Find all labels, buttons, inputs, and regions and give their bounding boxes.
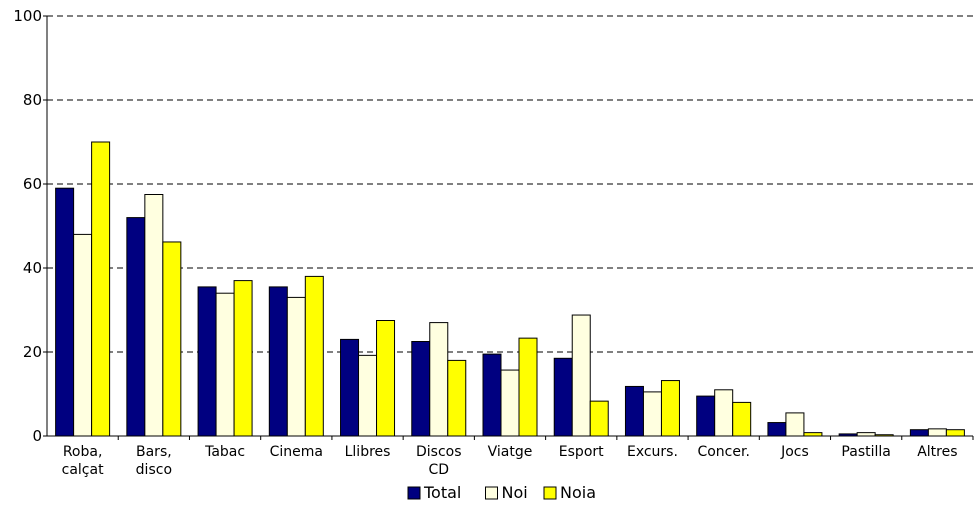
bar-noia xyxy=(589,400,609,437)
bar-noi xyxy=(429,322,449,437)
legend-label-noia: Noia xyxy=(560,483,596,502)
x-tick-label: calçat xyxy=(62,462,104,478)
x-tick-label: Altres xyxy=(917,444,957,460)
bar-noia xyxy=(162,241,182,437)
y-tick-label: 0 xyxy=(32,427,42,445)
bar-total xyxy=(411,341,431,437)
bar-noi xyxy=(144,194,164,437)
bar-noia xyxy=(945,429,965,437)
x-tick-label: Discos xyxy=(416,444,462,460)
bar-total xyxy=(553,357,573,437)
bar-noi xyxy=(571,314,591,437)
bar-noi xyxy=(642,391,662,437)
y-tick-label: 100 xyxy=(13,7,42,25)
y-tick-label: 40 xyxy=(23,259,42,277)
x-tick-label: Concer. xyxy=(697,444,749,460)
x-tick-label: Viatge xyxy=(488,444,533,460)
legend-label-total: Total xyxy=(423,483,461,502)
legend-label-noi: Noi xyxy=(502,483,528,502)
bar-noi xyxy=(286,296,306,437)
x-axis-labels: Roba, calçat Bars, disco Tabac Cinema Llibres D… xyxy=(62,444,958,478)
bar-total xyxy=(838,433,858,437)
bar-noia xyxy=(304,275,324,437)
bar-total xyxy=(197,286,217,437)
x-tick-label: Pastilla xyxy=(841,444,890,460)
y-tick-label: 60 xyxy=(23,175,42,193)
legend-swatch-noi xyxy=(485,486,498,500)
x-tick-label: CD xyxy=(428,462,449,478)
bar-noia xyxy=(803,432,823,437)
bar-total xyxy=(909,429,929,437)
bar-noia xyxy=(874,434,894,437)
bar-total xyxy=(340,338,360,437)
bar-noi xyxy=(500,369,520,437)
bar-total xyxy=(126,217,146,437)
y-axis-ticks: 0 20 40 60 80 100 xyxy=(13,7,47,445)
bar-noia xyxy=(91,141,111,437)
legend-swatch-noia xyxy=(543,486,557,500)
x-tick-label: Tabac xyxy=(204,444,245,460)
bar-noi xyxy=(73,233,93,437)
bar-total xyxy=(696,395,716,437)
x-tick-label: Cinema xyxy=(270,444,323,460)
bar-noi xyxy=(785,412,805,437)
bar-noia xyxy=(233,280,253,437)
x-tick-label: disco xyxy=(136,462,172,478)
x-tick-label: Llibres xyxy=(345,444,391,460)
x-tick-label: Esport xyxy=(559,444,604,460)
bar-noia xyxy=(376,320,396,437)
x-tick-label: Excurs. xyxy=(627,444,678,460)
y-tick-label: 80 xyxy=(23,91,42,109)
legend: Total Noi Noia xyxy=(407,483,596,502)
legend-swatch-total xyxy=(407,486,421,500)
bar-noi xyxy=(714,389,734,437)
grid-lines xyxy=(47,15,973,353)
x-tick-label: Jocs xyxy=(780,444,809,460)
bar-noia xyxy=(447,359,467,437)
bars xyxy=(55,141,965,437)
bar-total xyxy=(767,422,787,437)
bar-total xyxy=(482,353,502,437)
x-tick-label: Bars, xyxy=(136,444,172,460)
bar-noi xyxy=(856,432,876,437)
x-tick-label: Roba, xyxy=(63,444,103,460)
bar-total xyxy=(55,187,75,437)
bar-noi xyxy=(927,428,947,437)
y-tick-label: 20 xyxy=(23,343,42,361)
bar-noia xyxy=(518,337,538,437)
bar-total xyxy=(624,385,644,437)
bar-total xyxy=(268,286,288,437)
bar-noia xyxy=(660,380,680,437)
bar-noi xyxy=(215,292,235,437)
bar-noi xyxy=(358,354,378,437)
bar-noia xyxy=(732,401,752,437)
